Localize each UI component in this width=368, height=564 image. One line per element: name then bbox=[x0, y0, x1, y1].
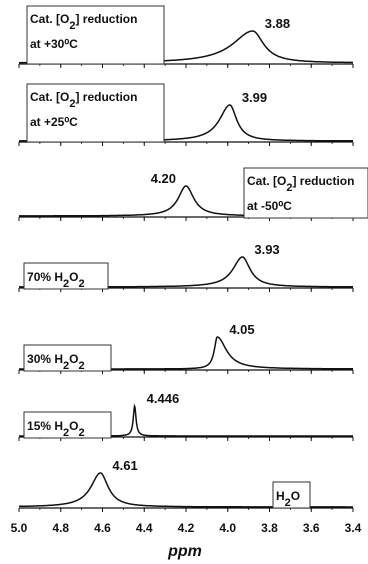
series-label-box bbox=[26, 5, 165, 65]
x-axis-label: ppm bbox=[167, 543, 202, 560]
series-label-text: 15% H2O2 bbox=[27, 419, 85, 439]
x-tick-label: 3.4 bbox=[345, 521, 362, 535]
x-tick-label: 4.2 bbox=[178, 521, 195, 535]
x-tick-label: 4.6 bbox=[94, 521, 111, 535]
series-label-text: at -50⁰C bbox=[247, 199, 292, 213]
series-label-box bbox=[23, 262, 109, 290]
series-label-text: Cat. [O2] reduction bbox=[247, 174, 354, 194]
series-label-text: Cat. [O2] reduction bbox=[30, 90, 137, 110]
peak-label: 4.20 bbox=[151, 171, 176, 186]
spectrum-panel-2: 3.99 Cat. [O2] reduction at +25⁰C bbox=[18, 83, 354, 146]
x-tick-label: 5.0 bbox=[11, 521, 28, 535]
x-tick-label: 4.0 bbox=[219, 521, 236, 535]
spectrum-panel-3: 4.20 Cat. [O2] reduction at -50⁰C bbox=[18, 167, 368, 221]
x-tick-label: 3.6 bbox=[303, 521, 320, 535]
series-label-box bbox=[243, 167, 368, 219]
peak-label: 3.93 bbox=[254, 242, 279, 257]
series-label-text: at +25⁰C bbox=[30, 115, 78, 129]
spectrum-panel-1: 3.88 Cat. [O2] reduction at +30⁰C bbox=[18, 5, 354, 68]
series-label-box bbox=[26, 83, 165, 143]
series-label-text: 30% H2O2 bbox=[27, 352, 85, 372]
series-label-box bbox=[23, 344, 112, 372]
peak-label: 4.61 bbox=[112, 458, 137, 473]
series-label-box bbox=[272, 481, 311, 509]
series-label-text: at +30⁰C bbox=[30, 37, 78, 51]
spectrum-panel-6: 4.446 15% H2O2 bbox=[18, 391, 354, 441]
peak-label: 4.05 bbox=[229, 322, 254, 337]
series-label-text: 70% H2O2 bbox=[27, 270, 85, 290]
series-label-text: H2O bbox=[276, 489, 300, 509]
spectra-panels: 3.88 Cat. [O2] reduction at +30⁰C 3.99 Cat. … bbox=[18, 5, 368, 512]
spectrum-panel-4: 3.93 70% H2O2 bbox=[18, 242, 354, 292]
peak-label: 3.99 bbox=[242, 90, 267, 105]
series-label-box bbox=[23, 411, 112, 439]
x-tick-label: 3.8 bbox=[261, 521, 278, 535]
peak-label: 4.446 bbox=[147, 391, 180, 406]
series-label-text: Cat. [O2] reduction bbox=[30, 12, 137, 32]
x-tick-label: 4.8 bbox=[52, 521, 69, 535]
spectrum-panel-5: 4.05 30% H2O2 bbox=[18, 322, 354, 374]
spectrum-panel-7: 4.61 H2O bbox=[18, 458, 354, 512]
x-axis: 5.0 4.8 4.6 4.4 4.2 4.0 3.8 3.6 3.4 bbox=[11, 521, 362, 535]
peak-label: 3.88 bbox=[265, 16, 290, 31]
x-tick-label: 4.4 bbox=[136, 521, 153, 535]
